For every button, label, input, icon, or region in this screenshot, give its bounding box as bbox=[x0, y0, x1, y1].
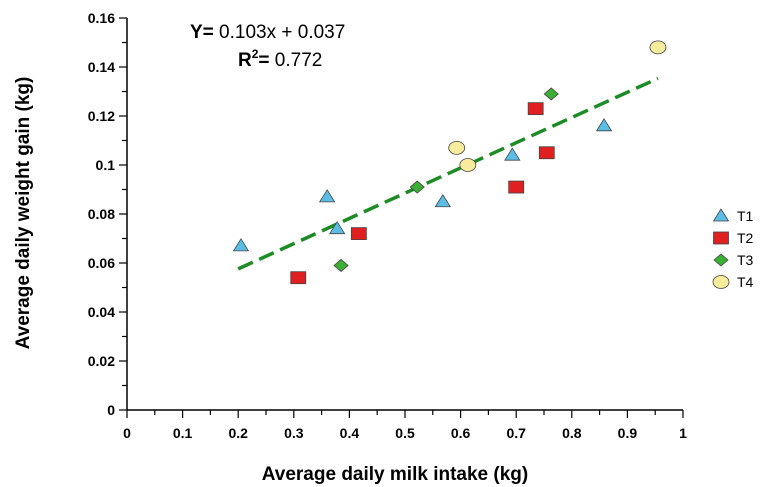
legend-marker-t2 bbox=[713, 231, 729, 245]
x-tick-label: 0.5 bbox=[395, 425, 415, 441]
data-point-t2 bbox=[290, 271, 307, 285]
r-squared-prefix: R bbox=[238, 50, 252, 71]
data-point-t1 bbox=[328, 220, 346, 235]
y-tick-label: 0.12 bbox=[88, 108, 115, 124]
data-point-t1 bbox=[232, 238, 250, 252]
equation-value: 0.103x + 0.037 bbox=[214, 22, 346, 43]
y-tick-label: 0.1 bbox=[96, 157, 116, 173]
y-axis-title: Average daily weight gain (kg) bbox=[13, 77, 34, 350]
data-point-t2 bbox=[538, 146, 555, 160]
data-point-t1 bbox=[318, 189, 336, 203]
data-point-t3 bbox=[409, 180, 425, 194]
legend: T1 T2 T3 T4 bbox=[712, 208, 754, 290]
x-tick-label: 0.9 bbox=[618, 425, 638, 441]
y-tick-label: 0.06 bbox=[88, 255, 115, 271]
y-tick-label: 0.14 bbox=[88, 59, 115, 75]
legend-marker-t3 bbox=[713, 253, 729, 267]
x-tick-label: 0.3 bbox=[284, 425, 304, 441]
r-squared-value: 0.772 bbox=[270, 50, 323, 71]
data-point-t2 bbox=[508, 180, 525, 194]
x-tick-label: 0 bbox=[123, 425, 131, 441]
y-tick-label: 0.02 bbox=[88, 353, 115, 369]
r-squared-superscript: 2 bbox=[252, 47, 259, 61]
y-tick-label: 0.04 bbox=[88, 304, 115, 320]
data-point-t1 bbox=[595, 118, 613, 132]
x-tick-label: 0.8 bbox=[562, 425, 582, 441]
legend-label-t2: T2 bbox=[737, 230, 754, 246]
legend-label-t4: T4 bbox=[737, 274, 754, 290]
r-squared-equals: = bbox=[258, 50, 269, 71]
x-tick-label: 0.2 bbox=[228, 425, 248, 441]
tick-labels: 0 0.1 0.2 0.3 0.4 0.5 0.6 0.7 0.8 0.9 1 0 0.02 0.04 0.… bbox=[88, 10, 687, 441]
data-point-t3 bbox=[543, 87, 559, 101]
x-axis-title: Average daily milk intake (kg) bbox=[262, 464, 528, 485]
data-point-t2 bbox=[527, 102, 544, 116]
legend-label-t1: T1 bbox=[737, 208, 754, 224]
x-tick-label: 0.1 bbox=[173, 425, 193, 441]
data-point-t1 bbox=[434, 193, 452, 208]
data-points bbox=[232, 40, 667, 285]
legend-marker-t4 bbox=[712, 275, 730, 289]
data-point-t4 bbox=[649, 40, 667, 55]
legend-marker-t1 bbox=[712, 208, 730, 222]
x-tick-label: 0.4 bbox=[340, 425, 360, 441]
equation-prefix: Y= bbox=[190, 22, 214, 43]
data-point-t4 bbox=[448, 140, 466, 155]
r-squared-label: R2= 0.772 bbox=[238, 47, 322, 71]
legend-label-t3: T3 bbox=[737, 252, 754, 268]
data-point-t3 bbox=[333, 258, 349, 272]
minor-ticks bbox=[119, 17, 684, 418]
x-tick-label: 0.7 bbox=[506, 425, 526, 441]
data-point-t4 bbox=[459, 158, 477, 172]
y-tick-label: 0 bbox=[107, 402, 115, 418]
x-tick-label: 1 bbox=[679, 425, 687, 441]
data-point-t1 bbox=[504, 147, 521, 161]
data-point-t2 bbox=[350, 227, 367, 241]
equation-label: Y= 0.103x + 0.037 bbox=[190, 22, 345, 43]
y-tick-label: 0.16 bbox=[88, 10, 115, 26]
y-tick-label: 0.08 bbox=[88, 206, 115, 222]
trendline bbox=[237, 76, 659, 271]
x-tick-label: 0.6 bbox=[451, 425, 471, 441]
